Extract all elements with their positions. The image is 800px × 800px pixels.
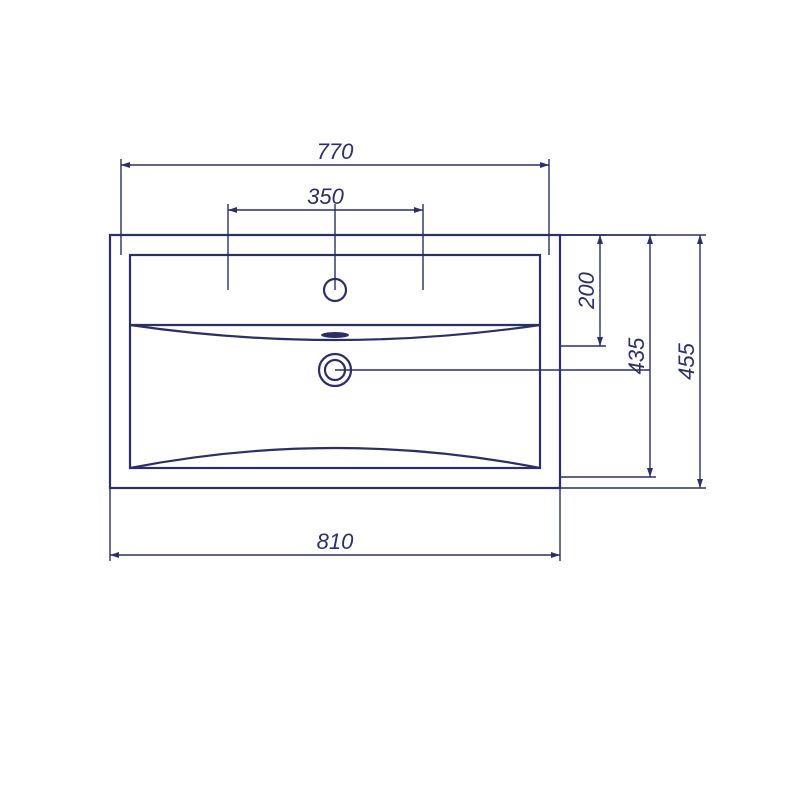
overflow-slot (321, 332, 349, 338)
dim-200: 200 (560, 235, 606, 346)
technical-drawing: 810 770 350 455 435 200 (0, 0, 800, 800)
dim-435-label: 435 (624, 337, 649, 374)
dim-200-label: 200 (574, 271, 599, 309)
dim-350-label: 350 (307, 184, 344, 209)
dim-810-label: 810 (317, 529, 354, 554)
dim-350: 350 (228, 184, 423, 290)
dimension-lines: 810 770 350 455 435 200 (110, 139, 706, 561)
dim-435: 435 (335, 235, 656, 477)
dim-810: 810 (110, 488, 560, 561)
dim-770-label: 770 (317, 139, 354, 164)
dim-455-label: 455 (674, 342, 699, 379)
